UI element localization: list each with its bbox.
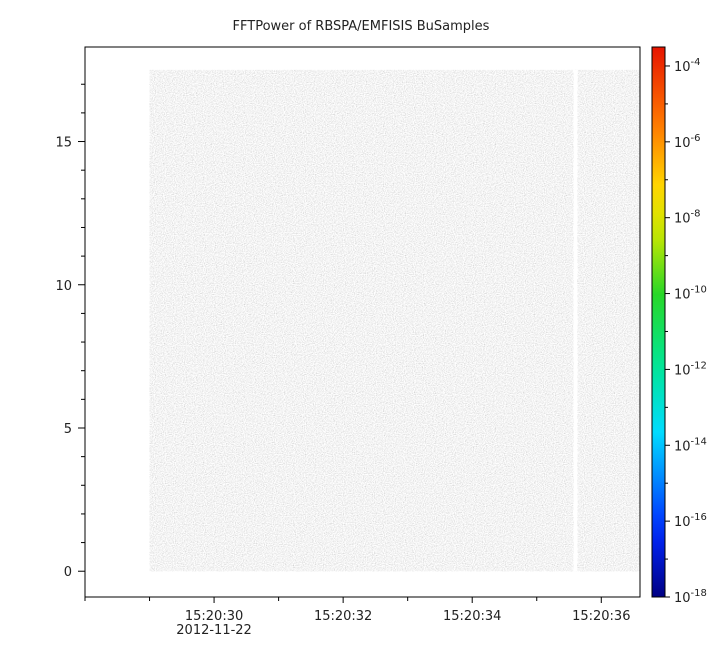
band-texture [149, 364, 640, 377]
x-tick-label: 15:20:36 [572, 609, 630, 624]
spectrogram-band [149, 364, 640, 377]
x-date-label: 2012-11-22 [176, 623, 252, 638]
x-tick-label: 15:20:34 [443, 609, 501, 624]
band-texture [149, 376, 640, 434]
y-axis: 0 5 10 15 [55, 83, 85, 580]
data-gap [573, 69, 578, 572]
band-texture [149, 221, 640, 365]
colorbar-tick-label: 10-4 [674, 57, 701, 75]
colorbar-tick-label: 10-10 [674, 285, 707, 303]
plot-frame [84, 46, 641, 598]
spectrogram-band [149, 542, 640, 549]
colorbar-tick-label: 10-6 [674, 133, 701, 151]
band-texture [149, 450, 640, 543]
spectrogram-band [149, 69, 640, 222]
x-tick-label: 15:20:30 [185, 609, 243, 624]
plot-area [84, 46, 641, 598]
colorbar-tick-label: 10-16 [674, 512, 707, 530]
y-tick-label: 10 [55, 279, 72, 294]
y-tick-label: 5 [64, 422, 72, 437]
band-texture [149, 69, 640, 222]
spectrogram-band [149, 450, 640, 543]
band-texture [149, 542, 640, 549]
spectrogram-bands [149, 69, 640, 572]
x-tick-label: 15:20:32 [314, 609, 372, 624]
colorbar-tick-label: 10-8 [674, 209, 701, 227]
colorbar: 10-4 10-6 10-8 10-10 10-12 10-14 10-16 10-18 [651, 46, 707, 606]
y-tick-label: 0 [64, 565, 72, 580]
y-tick-label: 15 [55, 136, 72, 151]
spectrogram-band [149, 376, 640, 434]
colorbar-bar [651, 46, 666, 598]
colorbar-tick-label: 10-18 [674, 588, 707, 606]
x-axis: 15:20:30 15:20:32 15:20:34 15:20:36 2012-11-… [84, 597, 630, 638]
spectrogram-band [149, 548, 640, 572]
band-texture [149, 433, 640, 451]
chart-title: FFTPower of RBSPA/EMFISIS BuSamples [233, 19, 490, 34]
band-texture [149, 548, 640, 572]
spectrogram-band [149, 433, 640, 451]
colorbar-tick-label: 10-12 [674, 360, 707, 378]
spectrogram-band [149, 221, 640, 365]
colorbar-tick-label: 10-14 [674, 436, 707, 454]
